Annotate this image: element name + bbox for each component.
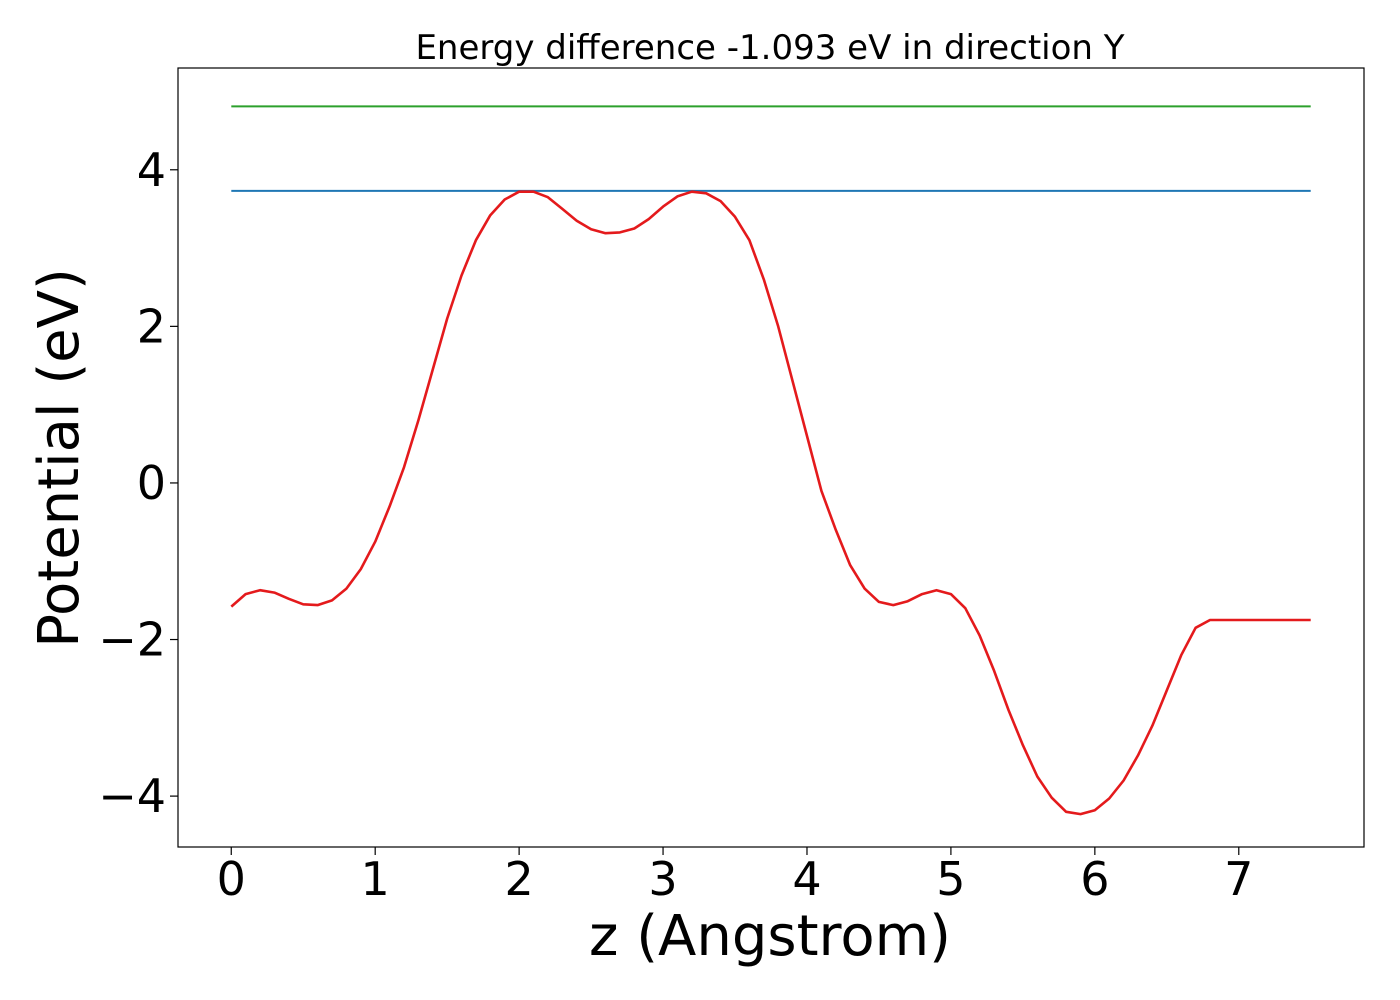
x-tick-label: 7 [1224,852,1253,906]
chart-title: Energy difference -1.093 eV in direction… [415,28,1124,68]
x-tick-label: 4 [792,852,821,906]
series-layer [230,105,1311,816]
y-tick-label: 4 [137,143,166,197]
y-axis-label: Potential (eV) [27,268,92,648]
x-tick-label: 3 [648,852,677,906]
x-axis-label: z (Angstrom) [589,904,951,969]
tick-layer: 0 1 2 3 4 5 6 7 −4 −2 0 2 4 [98,143,1253,906]
x-tick-label: 0 [217,852,246,906]
y-tick-label: −4 [98,769,166,823]
y-tick-label: 0 [137,456,166,510]
x-tick-label: 6 [1080,852,1109,906]
x-tick-label: 5 [936,852,965,906]
y-tick-label: −2 [98,613,166,667]
x-tick-label: 2 [504,852,533,906]
plot-frame [177,67,1365,848]
y-tick-label: 2 [137,299,166,353]
series-line-2 [230,190,1311,816]
x-tick-label: 1 [361,852,390,906]
